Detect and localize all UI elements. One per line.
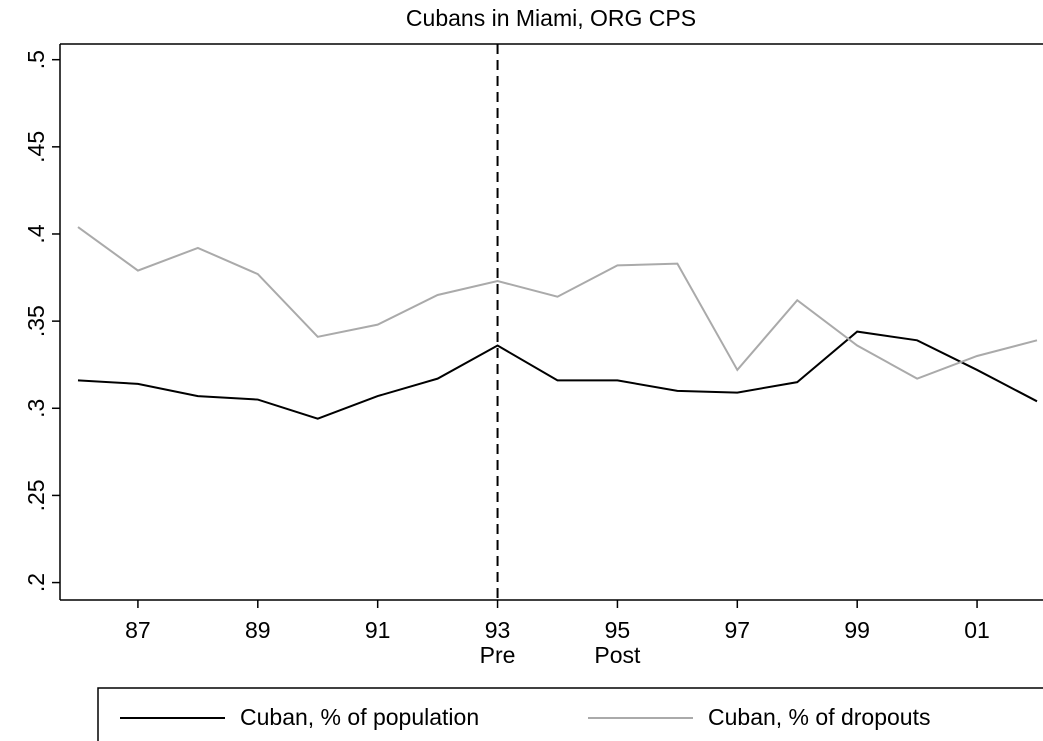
data-line: [77, 330, 1038, 420]
x-tick-label: 89: [245, 617, 271, 643]
x-tick-label: 91: [365, 617, 391, 643]
y-tick-label: .5: [23, 50, 49, 69]
annotation: Pre: [480, 642, 516, 668]
x-tick-label: 87: [125, 617, 151, 643]
y-tick-label: .2: [23, 573, 49, 592]
legend-label: Cuban, % of population: [240, 704, 479, 730]
x-tick-label: 95: [605, 617, 631, 643]
x-tick-label: 01: [964, 617, 990, 643]
x-tick-label: 97: [725, 617, 751, 643]
x-tick-label: 93: [485, 617, 511, 643]
data-line: [77, 226, 1038, 380]
y-tick-label: .45: [23, 131, 49, 163]
legend-box: [97, 687, 1043, 741]
legend-label: Cuban, % of dropouts: [708, 704, 930, 730]
chart-title: Cubans in Miami, ORG CPS: [406, 5, 696, 31]
y-tick-label: .3: [23, 399, 49, 418]
y-tick-label: .25: [23, 479, 49, 511]
y-tick-label: .35: [23, 305, 49, 337]
y-tick-label: .4: [23, 224, 49, 243]
x-tick-label: 99: [844, 617, 870, 643]
annotation: Post: [594, 642, 641, 668]
